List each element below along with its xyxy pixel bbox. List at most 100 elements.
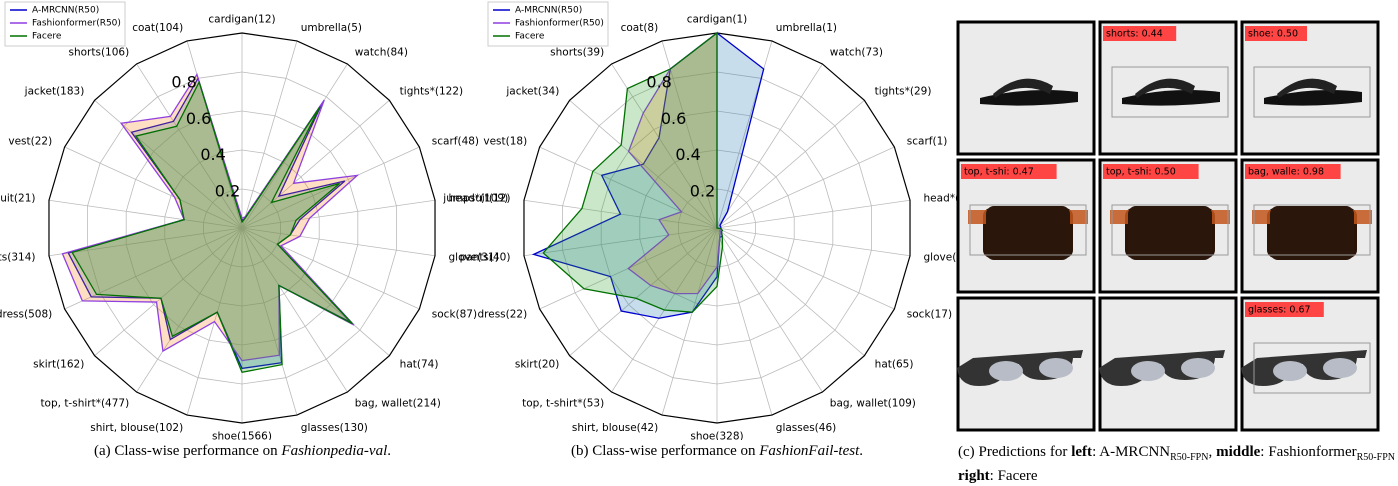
category-label: skirt(162) <box>33 359 84 371</box>
category-label: shorts(39) <box>550 46 604 58</box>
category-label: watch(73) <box>830 46 883 58</box>
category-label: jumpsuit(21) <box>0 192 35 204</box>
category-label: cardigan(1) <box>687 13 748 25</box>
category-label: umbrella(5) <box>301 22 362 34</box>
category-label: bag, wallet(109) <box>830 398 916 410</box>
caption-text: . <box>387 443 391 459</box>
detection-label: top, t-shi: 0.47 <box>964 167 1034 178</box>
caption-text: middle <box>1216 444 1260 460</box>
caption-text: FashionFail-test <box>759 443 859 459</box>
caption-text: Fashionpedia-val <box>281 443 387 459</box>
legend-label: A-MRCNN(R50) <box>32 6 99 16</box>
glasses-lens <box>989 361 1023 381</box>
figure: 0.2 0.4 0.6 0.8 cardigan(12) umbrella(5) watch… <box>0 0 1398 440</box>
category-label: shorts(106) <box>68 46 129 58</box>
r-tick-label: 0.2 <box>690 181 715 200</box>
glasses-lens <box>1039 358 1073 378</box>
category-label: tights*(122) <box>400 85 463 97</box>
caption-text: (c) Predictions for <box>958 444 1071 460</box>
bag-body <box>1270 206 1354 260</box>
glasses-lens <box>1273 361 1307 381</box>
legend: A-MRCNN(R50) Fashionformer(R50) Facere <box>5 2 125 46</box>
caption-text: left <box>1071 444 1092 460</box>
category-label: vest(22) <box>8 135 52 147</box>
category-label: hat(74) <box>400 359 439 371</box>
category-label: coat(104) <box>132 22 183 34</box>
category-label: glasses(46) <box>776 422 836 434</box>
image-cell <box>958 22 1094 154</box>
category-label: vest(18) <box>483 135 527 147</box>
category-label: pants(314) <box>0 252 35 264</box>
caption-text: , <box>1208 444 1216 460</box>
legend-label: A-MRCNN(R50) <box>515 6 582 16</box>
category-label: pants(40) <box>460 252 511 264</box>
image-cell <box>1100 22 1236 154</box>
category-label: tights*(29) <box>875 85 932 97</box>
category-label: coat(8) <box>621 22 659 34</box>
legend: A-MRCNN(R50) Fashionformer(R50) Facere <box>488 2 608 46</box>
category-label: hat(65) <box>875 359 914 371</box>
caption-text: : Fashionformer <box>1260 444 1356 460</box>
category-label: jacket(34) <box>505 85 559 97</box>
legend-label: Fashionformer(R50) <box>515 19 604 29</box>
category-label: jacket(183) <box>24 85 85 97</box>
caption-text: R50-FPN <box>1357 452 1395 463</box>
caption-text: . <box>859 443 863 459</box>
caption: (a) Class-wise performance on Fashionped… <box>0 443 485 460</box>
page: 0.2 0.4 0.6 0.8 cardigan(12) umbrella(5) watch… <box>0 0 1398 485</box>
caption: (b) Class-wise performance on FashionFai… <box>487 443 947 460</box>
series-area <box>543 33 722 312</box>
detection-label: shoe: 0.50 <box>1248 29 1298 40</box>
r-tick-label: 0.8 <box>171 73 196 92</box>
spoke <box>717 228 822 392</box>
caption-text: : Facere <box>990 468 1038 484</box>
spoke <box>717 228 772 415</box>
caption: (c) Predictions for left: A-MRCNNR50-FPN… <box>958 443 1395 486</box>
r-tick-label: 0.6 <box>186 109 211 128</box>
category-label: shirt, blouse(102) <box>90 422 183 434</box>
legend-label: Fashionformer(R50) <box>32 19 121 29</box>
spoke <box>717 228 864 356</box>
legend-label: Facere <box>32 32 62 42</box>
r-tick-label: 0.6 <box>661 109 686 128</box>
image-cell <box>1242 22 1378 154</box>
legend-label: Facere <box>515 32 545 42</box>
category-label: skirt(20) <box>515 359 559 371</box>
detection-label: shorts: 0.44 <box>1106 29 1163 40</box>
detection-label: glasses: 0.67 <box>1248 305 1311 316</box>
category-label: shirt, blouse(42) <box>572 422 658 434</box>
glasses-lens <box>1181 358 1215 378</box>
r-tick-label: 0.4 <box>200 145 225 164</box>
caption-text: right <box>958 468 990 484</box>
category-label: watch(84) <box>355 46 408 58</box>
spoke <box>717 228 910 256</box>
bag-body <box>986 206 1070 260</box>
category-label: glasses(130) <box>301 422 368 434</box>
category-label: shoe(328) <box>690 431 743 440</box>
r-tick-label: 0.2 <box>215 181 240 200</box>
glasses-lens <box>1323 358 1357 378</box>
category-label: top, t-shirt*(53) <box>522 398 604 410</box>
spoke <box>717 228 894 309</box>
category-label: bag, wallet(214) <box>355 398 441 410</box>
r-tick-label: 0.4 <box>675 145 700 164</box>
category-label: cardigan(12) <box>208 13 275 25</box>
spoke <box>717 147 894 228</box>
category-label: jumpsuit(12) <box>442 192 510 204</box>
category-label: scarf(1) <box>907 135 948 147</box>
detection-label: top, t-shi: 0.50 <box>1106 167 1176 178</box>
bag-body <box>1128 206 1212 260</box>
spoke <box>717 200 910 228</box>
caption-text: R50-FPN <box>1170 452 1208 463</box>
category-label: scarf(48) <box>432 135 479 147</box>
category-label: shoe(1566) <box>212 431 272 440</box>
caption-text: (a) Class-wise performance on <box>94 443 281 459</box>
glasses-lens <box>1131 361 1165 381</box>
caption-text: : A-MRCNN <box>1092 444 1170 460</box>
category-label: sock(87) <box>432 309 477 321</box>
caption-text: (b) Class-wise performance on <box>571 443 759 459</box>
r-tick-label: 0.8 <box>646 73 671 92</box>
category-label: umbrella(1) <box>776 22 837 34</box>
detection-label: bag, walle: 0.98 <box>1248 167 1324 178</box>
category-label: dress(22) <box>477 309 527 321</box>
